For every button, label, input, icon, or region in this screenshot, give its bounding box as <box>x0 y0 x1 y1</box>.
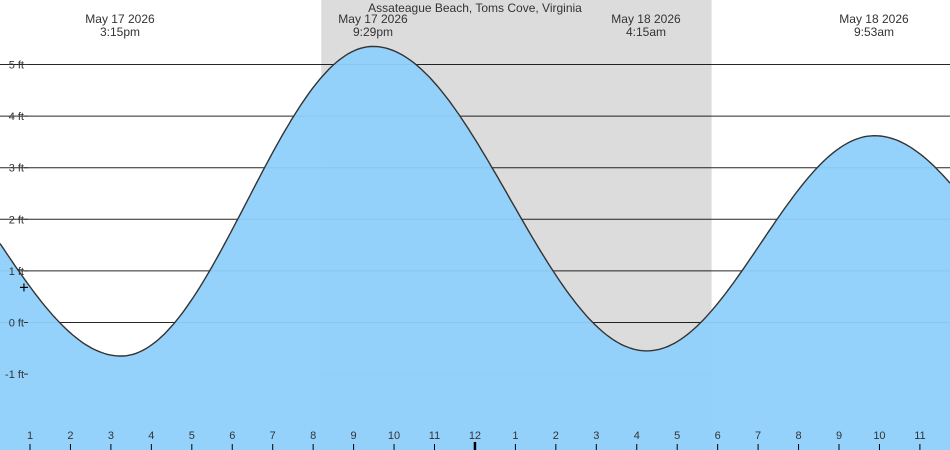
hour-tick-label: 3 <box>593 430 599 442</box>
hour-tick-label: 11 <box>429 430 440 442</box>
tide-curve <box>0 45 950 357</box>
extreme-date-label: May 17 2026 <box>338 12 408 26</box>
x-axis-hour-ticks: 1 2 3 4 5 6 7 8 9 10 11 12 1 2 3 4 5 6 7 8 9 10 11 <box>27 430 926 450</box>
y-tick-label: -1 ft <box>5 369 24 381</box>
extreme-time-label: 3:15pm <box>100 25 140 39</box>
hour-tick-label: 7 <box>755 430 761 442</box>
hour-tick-label: 9 <box>351 430 357 442</box>
extreme-date-label: May 18 2026 <box>611 12 681 26</box>
hour-tick-label: 9 <box>836 430 842 442</box>
hour-tick-label: 11 <box>914 430 925 442</box>
y-tick-label: 2 ft <box>9 214 24 226</box>
hour-tick-label: 8 <box>310 430 316 442</box>
hour-tick-label: 4 <box>634 430 640 442</box>
hour-tick-label: 6 <box>229 430 235 442</box>
hour-tick-label: 1 <box>512 430 518 442</box>
hour-tick-label: 1 <box>27 430 33 442</box>
y-tick-label: 0 ft <box>9 318 24 330</box>
hour-tick-label: 10 <box>388 430 400 442</box>
hour-tick-label: 7 <box>270 430 276 442</box>
hour-tick-label: 3 <box>108 430 114 442</box>
hour-tick-label: 10 <box>873 430 885 442</box>
extreme-date-label: May 18 2026 <box>839 12 909 26</box>
current-position-marker <box>19 283 28 292</box>
extreme-date-label: May 17 2026 <box>85 12 155 26</box>
hour-tick-label: 12 <box>469 430 481 442</box>
hour-tick-label: 5 <box>189 430 195 442</box>
extreme-time-label: 9:29pm <box>353 25 393 39</box>
hour-tick-label: 5 <box>674 430 680 442</box>
extreme-time-label: 4:15am <box>626 25 666 39</box>
y-tick-label: 5 ft <box>9 60 24 72</box>
hour-tick-label: 4 <box>148 430 154 442</box>
tide-water-area <box>0 46 950 450</box>
hour-tick-label: 8 <box>795 430 801 442</box>
y-tick-label: 1 ft <box>9 266 24 278</box>
hour-tick-label: 2 <box>553 430 559 442</box>
chart-title: Assateague Beach, Toms Cove, Virginia <box>368 1 582 15</box>
y-tick-label: 3 ft <box>9 163 24 175</box>
extreme-time-label: 9:53am <box>854 25 894 39</box>
hour-tick-label: 6 <box>715 430 721 442</box>
y-axis-tick-labels: 5 ft 4 ft 3 ft 2 ft 1 ft 0 ft -1 ft <box>5 60 28 381</box>
y-tick-label: 4 ft <box>9 111 24 123</box>
hour-tick-label: 2 <box>67 430 73 442</box>
